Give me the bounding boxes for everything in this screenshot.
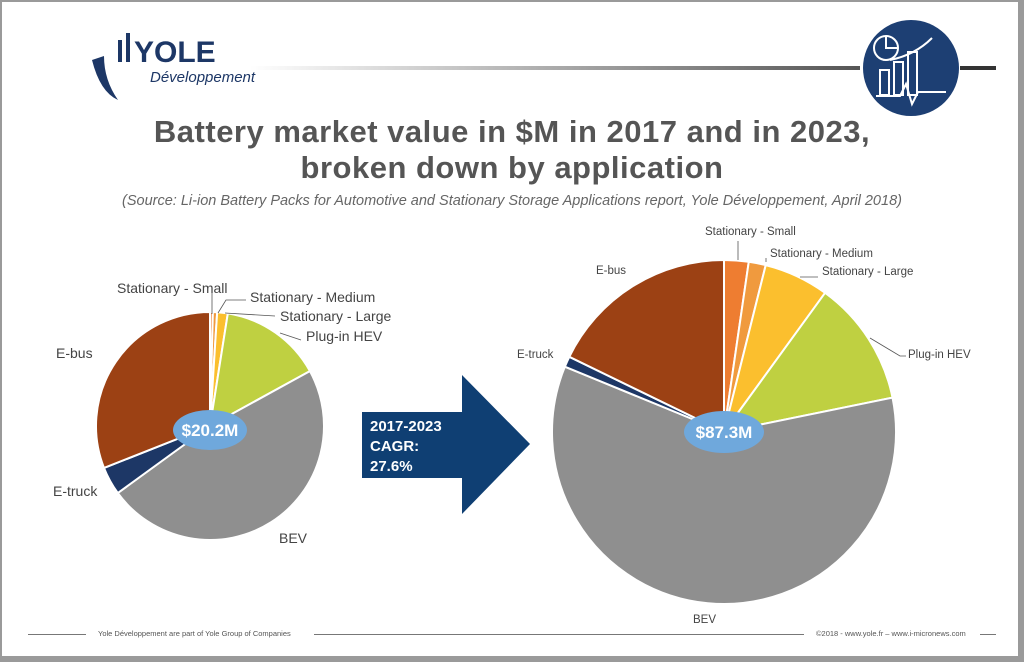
label-2017-etruck: E-truck	[53, 483, 98, 499]
pie-slice-2023-e-bus	[567, 258, 725, 434]
label-2017-bev: BEV	[279, 530, 308, 546]
pie-slice-2017-bev	[116, 369, 325, 541]
leader-lines	[211, 241, 906, 357]
label-2017-stationary-small: Stationary - Small	[117, 280, 228, 296]
total-label-2017: $20.2M	[182, 421, 239, 440]
logo-swoosh-icon	[92, 56, 118, 100]
label-2023-stationary-small: Stationary - Small	[705, 226, 796, 238]
cagr-label: CAGR:	[370, 438, 419, 455]
label-2017-phev: Plug-in HEV	[306, 328, 383, 344]
footer-rule	[314, 634, 804, 635]
total-label-2023: $87.3M	[696, 423, 753, 442]
label-2017-stationary-large: Stationary - Large	[280, 308, 392, 324]
logo-brand: YOLE	[134, 36, 216, 69]
label-2023-etruck: E-truck	[517, 349, 554, 361]
header-rule-end	[960, 66, 996, 70]
title-line-2: broken down by application	[300, 150, 724, 185]
chart-growth-icon	[863, 20, 959, 116]
logo-sub: Développement	[150, 69, 256, 86]
label-2023-phev: Plug-in HEV	[908, 349, 971, 361]
subtitle: (Source: Li-ion Battery Packs for Automo…	[122, 193, 902, 209]
total-bubble-2017	[173, 410, 247, 450]
total-bubble-2023	[684, 411, 764, 453]
cagr-period: 2017-2023	[370, 418, 442, 435]
footer-rule	[28, 634, 86, 635]
label-2023-ebus: E-bus	[596, 265, 627, 277]
pie-slice-2017-plug-in-hev	[208, 312, 312, 428]
label-2023-stationary-large: Stationary - Large	[822, 266, 914, 278]
footer-right: ©2018 - www.yole.fr – www.i-micronews.co…	[816, 629, 966, 638]
label-2023-bev: BEV	[693, 614, 717, 626]
label-2017-ebus: E-bus	[56, 345, 93, 361]
yole-logo: YOLE Développement	[92, 33, 256, 100]
footer-left: Yole Développement are part of Yole Grou…	[98, 629, 291, 638]
label-2017-stationary-medium: Stationary - Medium	[250, 289, 376, 305]
title-line-1: Battery market value in $M in 2017 and i…	[153, 114, 871, 149]
pie-slice-2023-bev	[551, 365, 897, 606]
label-2023-stationary-medium: Stationary - Medium	[770, 248, 873, 260]
footer-rule	[980, 634, 996, 635]
pie-slice-2023-plug-in-hev	[721, 291, 894, 434]
header-rule	[250, 66, 860, 70]
cagr-value: 27.6%	[370, 458, 413, 475]
cagr-arrow	[362, 375, 530, 514]
